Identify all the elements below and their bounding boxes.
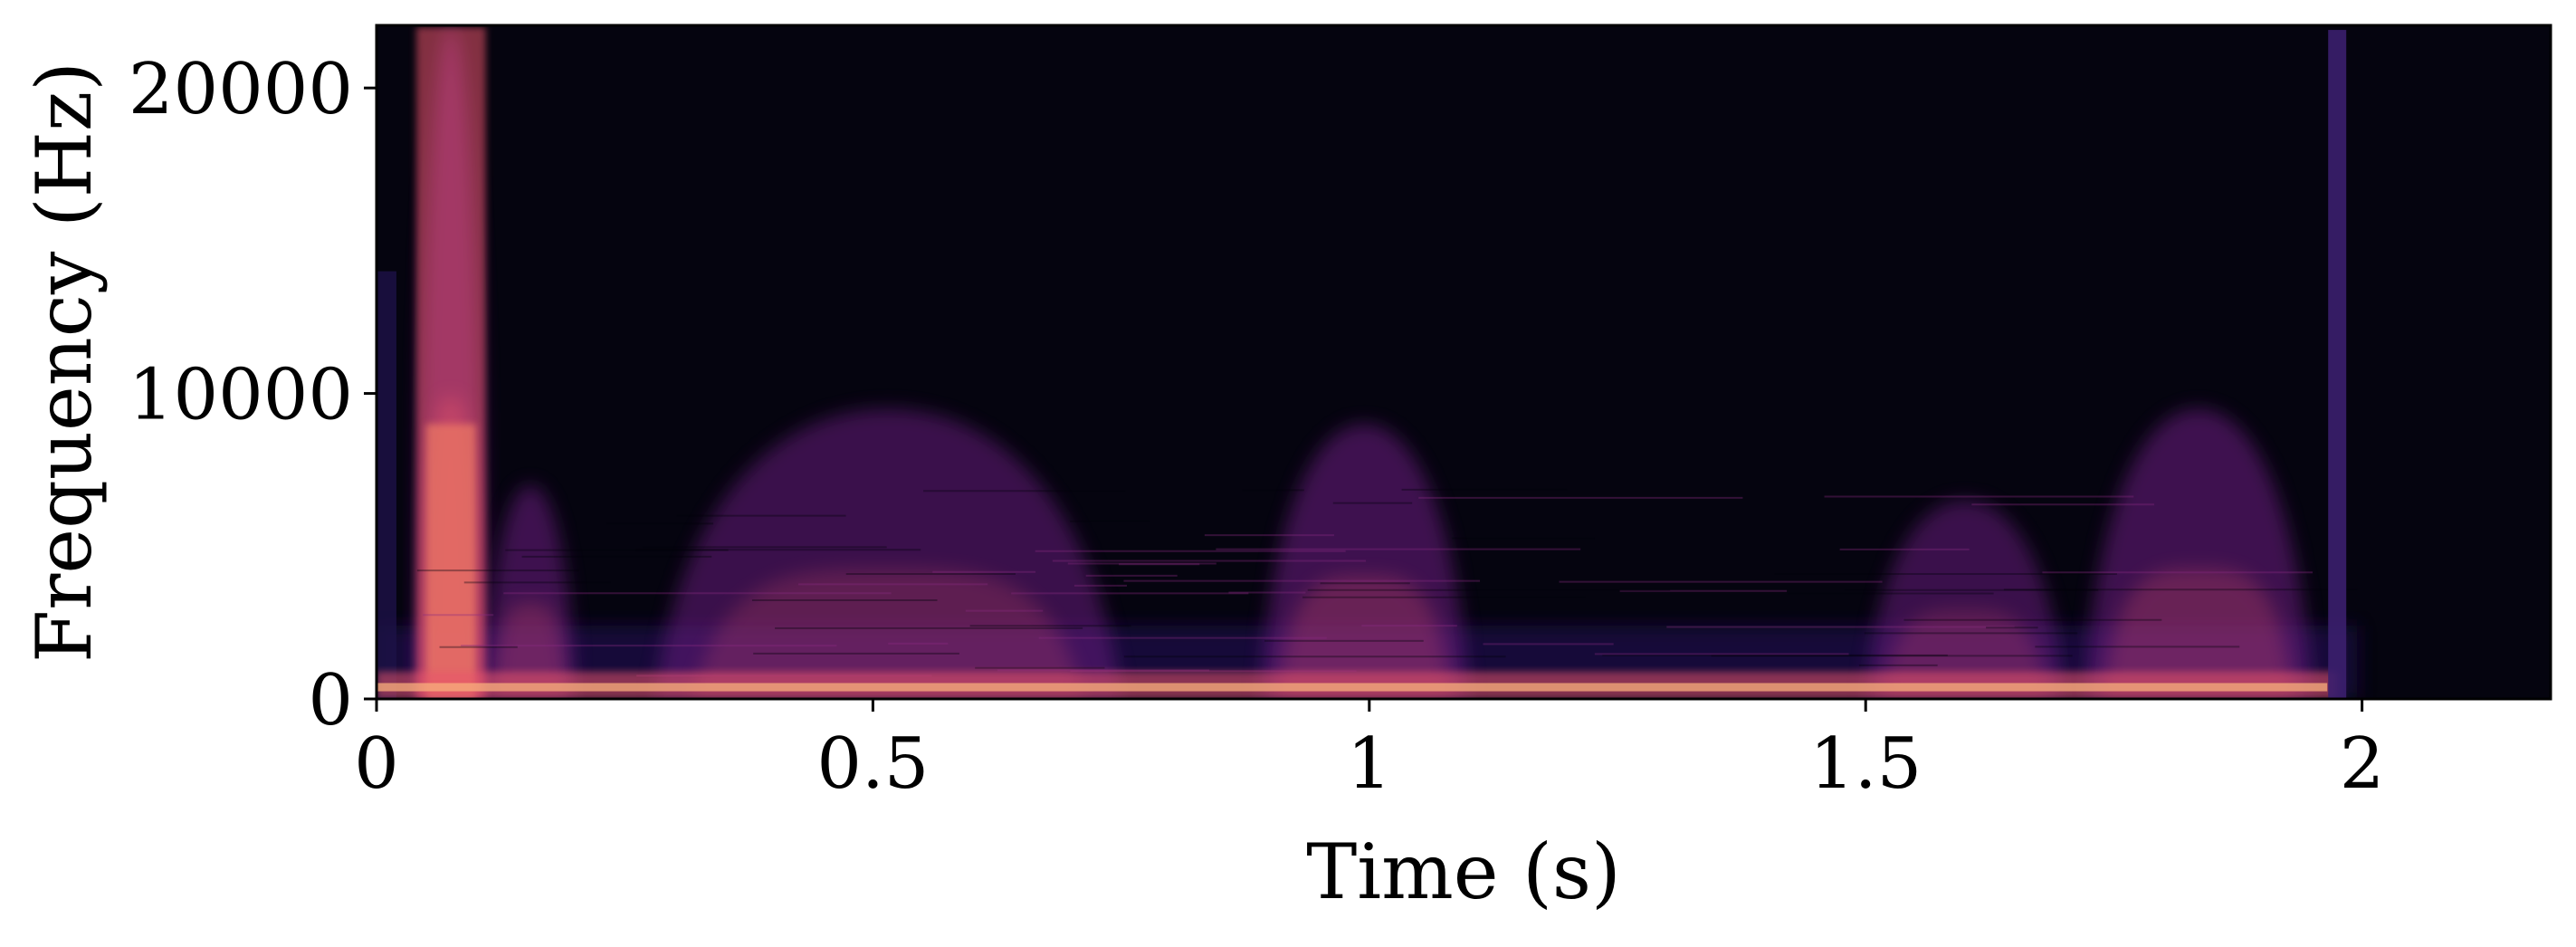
x-axis: 0 0.5 1 1.5 2 [354,699,2384,805]
x-tick-label: 2 [2340,723,2385,805]
y-tick-label: 20000 [129,49,353,130]
plot-frame [375,24,2552,701]
end-transient-line [2328,30,2347,699]
plot-area [375,24,2552,701]
event-blob-core [1276,575,1453,699]
y-tick-label: 10000 [129,355,353,436]
event-blob-core [692,568,1084,699]
fundamental-peak [377,683,2328,692]
x-axis-label: Time (s) [1306,827,1621,916]
event-blob-core [2102,568,2295,699]
x-tick-label: 0 [354,723,399,805]
onset-column-core [425,424,476,699]
x-tick-label: 1.5 [1809,723,1922,805]
y-axis: 0 10000 20000 [129,49,377,741]
spectrogram-energy [377,26,2358,699]
x-tick-label: 0.5 [816,723,929,805]
y-tick-label: 0 [308,660,353,741]
y-axis-label: Frequency (Hz) [20,62,109,663]
x-tick-label: 1 [1347,723,1392,805]
start-edge-band [377,271,396,699]
